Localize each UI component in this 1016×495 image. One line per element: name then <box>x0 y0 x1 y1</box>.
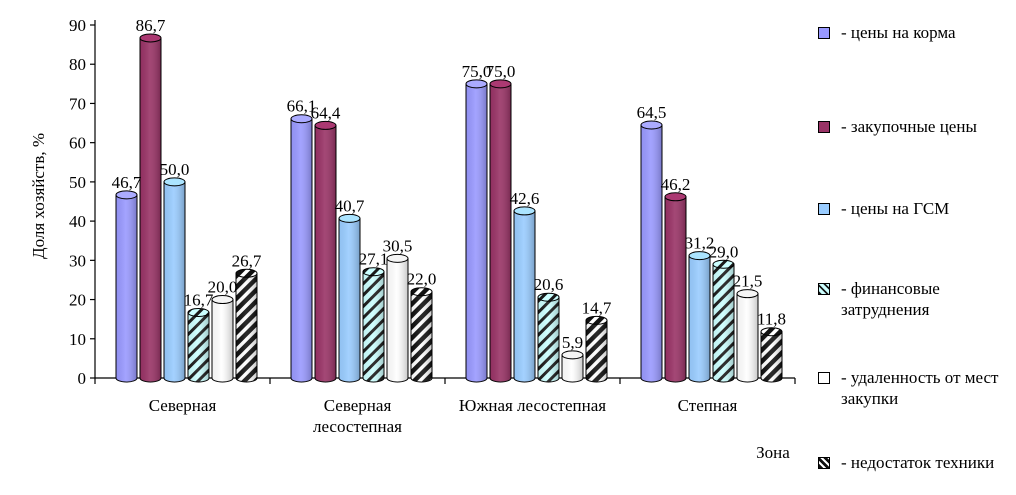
x-category-label: Северная <box>149 396 217 415</box>
data-label: 31,2 <box>685 234 715 253</box>
bar <box>712 259 735 383</box>
data-label: 14,7 <box>582 298 612 317</box>
data-label: 42,6 <box>510 189 540 208</box>
bar <box>163 177 186 383</box>
legend-swatch <box>818 283 830 295</box>
legend-label: - удаленность от мест закупки <box>841 368 999 408</box>
bar <box>290 114 313 383</box>
bar <box>537 292 560 383</box>
bar <box>736 289 759 383</box>
legend-swatch <box>818 457 830 469</box>
legend-label: - цены на ГСМ <box>841 199 950 218</box>
bar <box>640 120 663 383</box>
data-label: 22,0 <box>407 270 437 289</box>
data-label: 5,9 <box>562 333 583 352</box>
legend-swatch <box>818 121 830 133</box>
bar <box>513 206 536 383</box>
y-tick-label: 10 <box>69 330 86 349</box>
bar-chart: 0 10 20 30 40 50 60 70 80 90 Северная Северная лесо… <box>29 16 796 462</box>
y-tick-label: 0 <box>78 369 87 388</box>
bar <box>235 268 258 383</box>
bar <box>338 213 361 383</box>
x-category-label: Степная <box>678 396 738 415</box>
y-tick-label: 20 <box>69 291 86 310</box>
y-tick-label: 50 <box>69 173 86 192</box>
bar <box>187 307 210 383</box>
data-label: 50,0 <box>160 160 190 179</box>
data-label: 26,7 <box>232 251 262 270</box>
y-axis-label: Доля хозяйств, % <box>29 133 48 259</box>
data-label: 11,8 <box>757 310 786 329</box>
bar <box>362 267 385 383</box>
data-label: 20,6 <box>534 275 564 294</box>
y-tick-label: 30 <box>69 251 86 270</box>
legend-label: - недостаток техники <box>841 453 995 472</box>
bar <box>386 253 409 383</box>
legend-swatch <box>818 372 830 384</box>
bar <box>314 120 337 383</box>
data-label: 75,0 <box>486 62 516 81</box>
data-label: 21,5 <box>733 272 763 291</box>
y-tick-label: 70 <box>69 94 86 113</box>
data-label: 30,5 <box>383 236 413 255</box>
data-label: 20,0 <box>208 278 238 297</box>
data-label: 46,7 <box>112 173 142 192</box>
legend-swatch <box>818 203 830 215</box>
data-label: 66,1 <box>287 97 317 116</box>
data-label: 40,7 <box>335 196 365 215</box>
y-tick-label: 90 <box>69 16 86 35</box>
bar <box>139 33 162 383</box>
data-label: 16,7 <box>184 290 214 309</box>
bar <box>115 190 138 383</box>
data-label: 29,0 <box>709 242 739 261</box>
data-label: 86,7 <box>136 16 166 35</box>
y-tick-label: 40 <box>69 212 86 231</box>
bar <box>561 350 584 383</box>
y-tick-label: 80 <box>69 55 86 74</box>
bar <box>489 79 512 383</box>
x-category-label: Южная лесостепная <box>459 396 606 415</box>
data-label: 64,4 <box>311 103 341 122</box>
bar <box>688 251 711 383</box>
legend-label: - цены на корма <box>841 23 956 42</box>
x-axis-label: Зона <box>756 443 790 462</box>
data-label: 64,5 <box>637 103 667 122</box>
legend-label: - закупочные цены <box>841 117 977 136</box>
bar <box>410 287 433 383</box>
x-category-label: Северная лесостепная <box>313 396 402 436</box>
legend-label: - финансовые затруднения <box>841 279 940 319</box>
bar <box>664 192 687 383</box>
bar <box>760 327 783 383</box>
bar <box>211 295 234 383</box>
data-label: 75,0 <box>462 62 492 81</box>
bar <box>585 315 608 383</box>
y-tick-label: 60 <box>69 134 86 153</box>
data-label: 27,1 <box>359 250 389 269</box>
legend-swatch <box>818 27 830 39</box>
bar <box>465 79 488 383</box>
data-label: 46,2 <box>661 175 691 194</box>
